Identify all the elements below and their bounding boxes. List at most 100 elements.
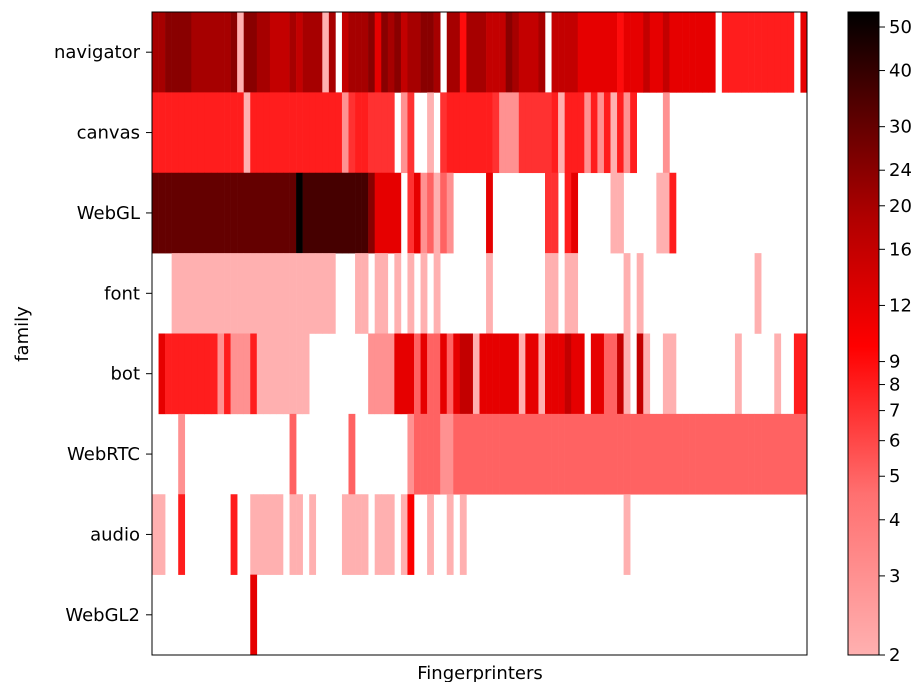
heatmap-cell <box>269 494 277 575</box>
heatmap-cell <box>263 494 271 575</box>
heatmap-cell <box>734 333 742 415</box>
heatmap-cell <box>283 172 290 254</box>
heatmap-cell <box>361 494 369 575</box>
heatmap-cell <box>328 12 336 93</box>
heatmap-cell <box>361 172 369 254</box>
heatmap-cell <box>243 172 251 254</box>
heatmap-cell <box>387 92 395 174</box>
heatmap-cell <box>296 253 303 334</box>
heatmap-cell <box>695 12 703 93</box>
heatmap-cell <box>702 413 710 495</box>
colorbar-tick-label: 5 <box>889 466 900 487</box>
heatmap-cell <box>590 92 598 174</box>
heatmap-cell <box>669 12 677 93</box>
heatmap-cell <box>283 253 290 334</box>
heatmap-cell <box>276 253 284 334</box>
heatmap-cell <box>171 172 179 254</box>
heatmap-cell <box>335 172 343 254</box>
heatmap-cell <box>617 333 624 415</box>
heatmap-cell <box>512 413 520 495</box>
heatmap-cell <box>603 12 611 93</box>
heatmap-cell <box>204 92 212 174</box>
heatmap-cell <box>479 333 487 415</box>
heatmap-cell <box>387 12 395 93</box>
heatmap-cell <box>486 413 493 495</box>
heatmap-cell <box>793 333 801 415</box>
heatmap-cell <box>289 12 297 93</box>
heatmap-cell <box>250 494 258 575</box>
heatmap-cell <box>165 12 172 93</box>
heatmap-cell <box>283 12 290 93</box>
heatmap-cell <box>676 12 683 93</box>
heatmap-cell <box>584 413 592 495</box>
heatmap-cell <box>302 92 310 174</box>
heatmap-cell <box>315 172 323 254</box>
heatmap-cell <box>296 172 303 254</box>
heatmap-cell <box>623 494 631 575</box>
heatmap-cell <box>420 253 428 334</box>
heatmap-cell <box>276 12 284 93</box>
heatmap-cell <box>302 333 310 415</box>
heatmap-cell <box>433 253 441 334</box>
heatmap-cell <box>355 172 362 254</box>
heatmap-cell <box>466 333 474 415</box>
heatmap-cell <box>551 333 559 415</box>
heatmap-cell <box>486 172 493 254</box>
heatmap-cell <box>486 253 493 334</box>
heatmap-cell <box>571 12 579 93</box>
heatmap-cell <box>400 12 408 93</box>
heatmap-cell <box>721 413 729 495</box>
heatmap-cell <box>662 12 670 93</box>
heatmap-cell <box>590 333 598 415</box>
heatmap-cell <box>250 172 258 254</box>
heatmap-cell <box>558 12 565 93</box>
heatmap-cell <box>368 12 375 93</box>
heatmap-cell <box>158 92 166 174</box>
heatmap-cell <box>374 333 382 415</box>
heatmap-cell <box>335 92 343 174</box>
heatmap-cell <box>217 172 225 254</box>
heatmap-cell <box>243 333 251 415</box>
heatmap-cell <box>748 12 755 93</box>
heatmap-cell <box>276 494 284 575</box>
heatmap-cell <box>525 12 533 93</box>
heatmap-cell <box>224 333 231 415</box>
heatmap-cell <box>178 413 186 495</box>
heatmap-cell <box>610 413 618 495</box>
heatmap-cell <box>512 92 520 174</box>
heatmap-cell <box>394 172 402 254</box>
heatmap-cell <box>564 253 572 334</box>
heatmap-cell <box>754 12 762 93</box>
plot-frame <box>151 11 808 656</box>
heatmap-cell <box>361 92 369 174</box>
heatmap-cell <box>630 413 637 495</box>
heatmap-cell <box>184 333 192 415</box>
heatmap-cell <box>558 92 565 174</box>
heatmap-cell <box>446 172 454 254</box>
heatmap-cell <box>603 333 611 415</box>
heatmap-cell <box>165 92 172 174</box>
colorbar-tick-label: 30 <box>889 117 912 138</box>
heatmap-cell <box>315 253 323 334</box>
heatmap-cell <box>230 494 238 575</box>
heatmap-cell <box>702 12 710 93</box>
heatmap-cell <box>256 494 264 575</box>
heatmap-cell <box>210 333 218 415</box>
heatmap-cell <box>459 92 467 174</box>
colorbar-tick-label: 3 <box>889 566 900 587</box>
heatmap-cell <box>263 333 271 415</box>
heatmap-cell <box>355 12 362 93</box>
heatmap-cell <box>459 494 467 575</box>
heatmap-cell <box>486 333 493 415</box>
heatmap-cell <box>341 494 349 575</box>
row-label: audio <box>90 524 140 545</box>
heatmap-cell <box>459 413 467 495</box>
heatmap-cell <box>414 413 421 495</box>
row-label: canvas <box>77 123 140 144</box>
heatmap-cell <box>374 172 382 254</box>
row-label: navigator <box>54 42 141 63</box>
heatmap-cell <box>328 253 336 334</box>
heatmap-cell <box>669 333 677 415</box>
heatmap-cell <box>459 12 467 93</box>
heatmap-cell <box>152 12 159 93</box>
